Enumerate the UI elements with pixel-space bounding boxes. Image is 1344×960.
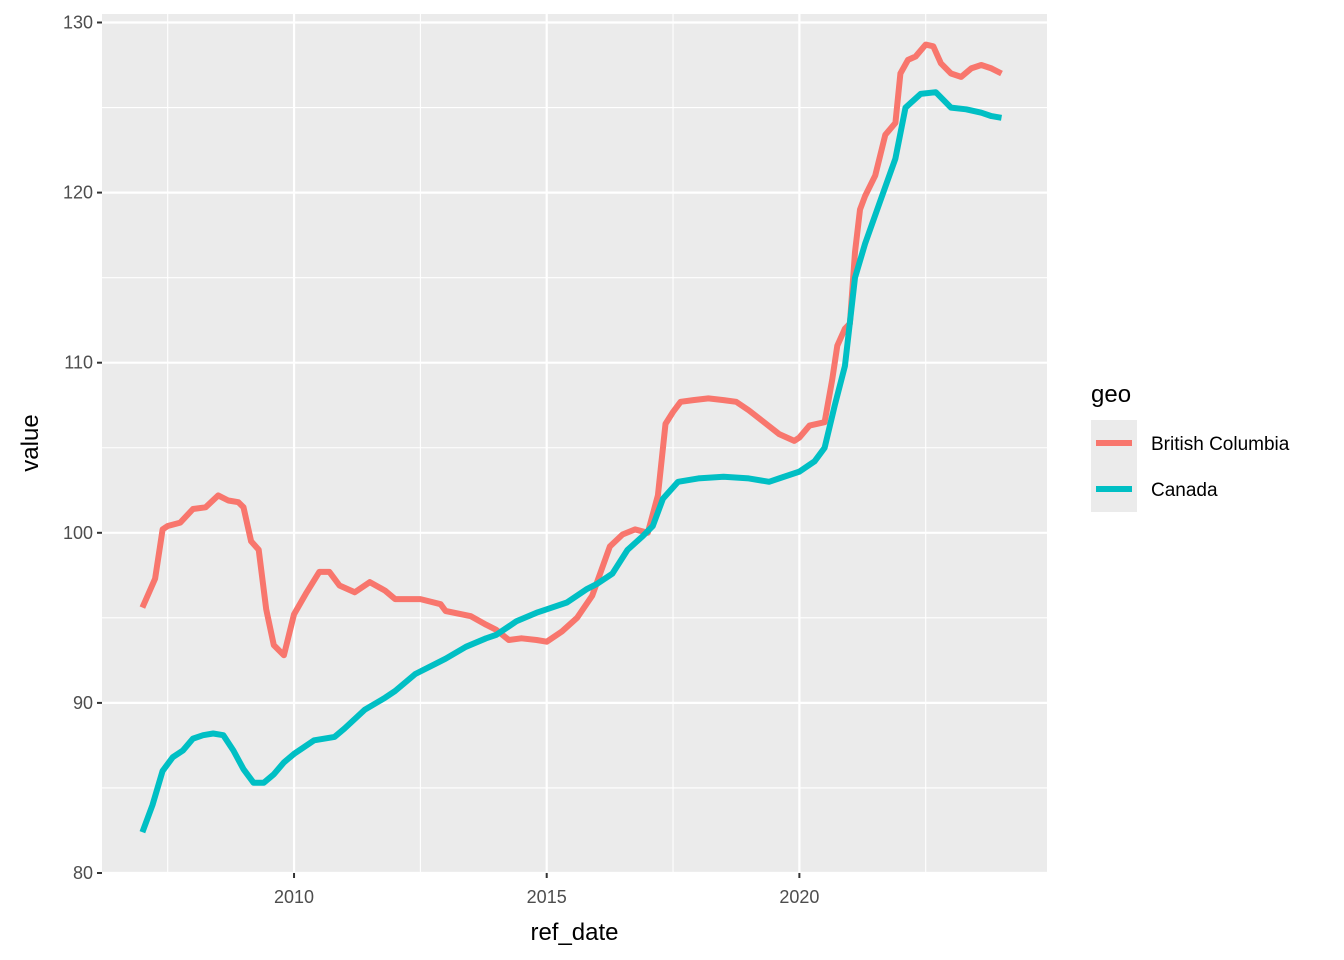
x-tick-label: 2015 <box>527 887 567 907</box>
legend-title: geo <box>1091 381 1131 408</box>
x-axis-ticks: 2010 2015 2020 <box>274 873 819 907</box>
minor-gridlines <box>102 14 1047 873</box>
y-tick-label: 80 <box>73 863 93 883</box>
x-axis-title: ref_date <box>530 919 618 946</box>
legend-label: British Columbia <box>1151 434 1290 455</box>
y-tick-label: 100 <box>63 523 93 543</box>
legend-label: Canada <box>1151 480 1218 501</box>
y-tick-label: 110 <box>64 353 93 373</box>
legend: geo British Columbia Canada <box>1091 381 1290 512</box>
series-line-canada <box>139 89 1002 834</box>
legend-item-british-columbia: British Columbia <box>1091 420 1290 466</box>
series-lines <box>139 41 1003 834</box>
major-gridlines <box>102 14 1047 875</box>
plot-panel <box>102 14 1047 873</box>
series-line-british-columbia <box>139 41 1003 659</box>
y-tick-label: 120 <box>63 183 93 203</box>
x-tick-label: 2010 <box>274 887 314 907</box>
y-tick-label: 90 <box>73 693 93 713</box>
y-tick-label: 130 <box>63 13 93 33</box>
y-axis-title: value <box>17 414 44 471</box>
y-axis-ticks: 80 90 100 110 120 130 <box>63 13 102 883</box>
x-tick-label: 2020 <box>779 887 819 907</box>
legend-item-canada: Canada <box>1091 466 1218 512</box>
